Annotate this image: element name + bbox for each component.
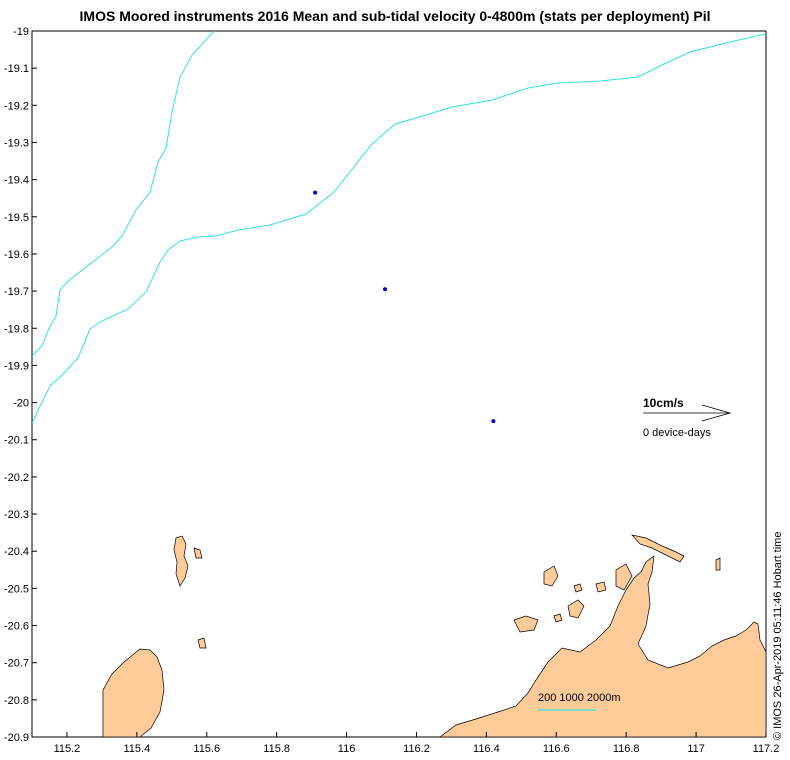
- mainland-pilbara: [439, 555, 766, 737]
- x-tick-label: 116: [338, 743, 356, 755]
- y-tick-label: -20: [13, 398, 29, 410]
- y-tick-label: -20.8: [4, 695, 29, 707]
- y-tick-label: -20.5: [4, 583, 29, 595]
- y-tick-label: -19: [13, 26, 29, 38]
- y-tick-label: -20.4: [4, 546, 29, 558]
- y-tick-label: -19.3: [4, 137, 29, 149]
- station-marker-1[interactable]: [313, 190, 318, 195]
- scale-label: 10cm/s: [643, 396, 684, 410]
- island-small-a: [193, 547, 203, 559]
- x-tick-label: 115.4: [123, 743, 150, 755]
- depth-label: 200 1000 2000m: [538, 692, 621, 704]
- y-tick-label: -19.2: [4, 100, 29, 112]
- island-burrup: [631, 534, 685, 563]
- velocity-legend: 10cm/s 0 device-days: [643, 396, 732, 439]
- station-marker-3[interactable]: [491, 419, 496, 424]
- y-tick-label: -19.1: [4, 63, 29, 75]
- x-tick-label: 115.6: [193, 743, 220, 755]
- y-axis: -19 -19.1 -19.2 -19.3 -19.4 -19.5 -19.6 -19.7 -1…: [4, 26, 37, 744]
- x-tick-label: 115.8: [263, 743, 290, 755]
- x-tick-label: 116.4: [473, 743, 500, 755]
- station-layer: [313, 190, 496, 424]
- x-axis: 115.2 115.4 115.6 115.8 116 116.2 116.4 116.6 11…: [54, 732, 780, 755]
- map-title: IMOS Moored instruments 2016 Mean and su…: [79, 8, 711, 24]
- island-barrow: [102, 648, 165, 737]
- y-tick-label: -19.9: [4, 360, 29, 372]
- y-tick-label: -19.7: [4, 286, 29, 298]
- plot-area: [31, 30, 767, 738]
- x-tick-label: 117: [687, 743, 705, 755]
- device-days-label: 0 device-days: [643, 427, 711, 439]
- island-rosemary: [543, 565, 559, 587]
- scale-arrow-head: [701, 404, 732, 422]
- island-legendre: [567, 599, 585, 619]
- y-tick-label: -20.1: [4, 435, 29, 447]
- y-tick-label: -20.2: [4, 472, 29, 484]
- x-tick-label: 116.6: [543, 743, 570, 755]
- island-small-d: [553, 613, 563, 623]
- y-tick-label: -19.6: [4, 249, 29, 261]
- y-tick-label: -19.8: [4, 323, 29, 335]
- isobath-layer: [32, 31, 766, 424]
- y-tick-label: -19.4: [4, 175, 29, 187]
- x-tick-label: 117.2: [753, 743, 780, 755]
- isobath-200m: [32, 31, 215, 357]
- island-enderby: [513, 615, 539, 633]
- y-tick-label: -20.3: [4, 509, 29, 521]
- island-small-f: [197, 637, 207, 649]
- island-dolphin: [615, 563, 633, 591]
- x-tick-label: 116.8: [613, 743, 640, 755]
- y-tick-label: -20.7: [4, 658, 29, 670]
- isobath-1000m: [32, 33, 766, 424]
- x-tick-label: 116.2: [403, 743, 430, 755]
- depth-legend: 200 1000 2000m: [538, 692, 621, 711]
- y-tick-label: -20.6: [4, 621, 29, 633]
- island-montebello: [173, 535, 189, 587]
- station-marker-2[interactable]: [383, 287, 388, 292]
- y-tick-label: -20.9: [4, 732, 29, 744]
- island-small-e: [715, 557, 721, 571]
- island-small-c: [595, 581, 607, 593]
- y-tick-label: -19.5: [4, 212, 29, 224]
- x-tick-label: 115.2: [54, 743, 81, 755]
- island-small-b: [573, 583, 583, 593]
- land-layer: [102, 534, 766, 737]
